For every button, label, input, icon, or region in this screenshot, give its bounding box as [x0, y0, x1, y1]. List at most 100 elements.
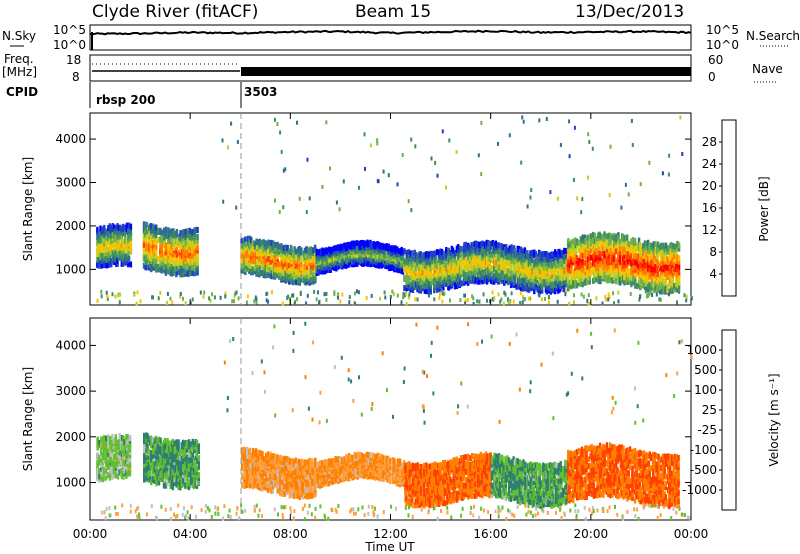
- colorbar-frame: [721, 119, 737, 297]
- range-cell: [236, 140, 239, 144]
- range-cell: [572, 278, 575, 285]
- range-cell: [649, 290, 652, 295]
- range-cell: [167, 257, 171, 263]
- range-cell: [513, 275, 516, 282]
- range-cell: [244, 236, 247, 243]
- range-cell: [506, 279, 510, 286]
- range-cell: [142, 232, 146, 239]
- range-cell: [447, 250, 450, 257]
- range-cell: [487, 240, 490, 247]
- range-cell: [568, 241, 571, 248]
- range-cell: [666, 256, 669, 263]
- range-cell: [193, 228, 197, 235]
- range-cell: [567, 243, 570, 250]
- range-cell: [666, 245, 669, 252]
- range-cell: [276, 245, 279, 252]
- range-cell: [553, 265, 556, 272]
- range-cell: [526, 260, 529, 267]
- range-cell: [276, 122, 279, 126]
- range-cell: [630, 263, 633, 270]
- range-cell: [560, 270, 564, 277]
- range-cell: [568, 154, 571, 159]
- range-cell: [164, 253, 168, 260]
- range-cell: [298, 266, 302, 273]
- range-cell: [397, 265, 401, 272]
- range-cell: [267, 299, 270, 304]
- range-cell: [609, 144, 612, 149]
- range-cell: [434, 262, 437, 269]
- range-cell: [455, 150, 458, 154]
- range-cell: [460, 251, 463, 258]
- range-cell: [457, 259, 460, 266]
- range-cell: [669, 251, 673, 258]
- range-cell: [125, 259, 129, 266]
- range-cell: [282, 245, 285, 252]
- range-cell: [595, 296, 598, 301]
- range-cell: [451, 256, 455, 263]
- range-cell: [478, 269, 481, 276]
- range-cell: [500, 264, 504, 271]
- range-cell: [179, 267, 182, 274]
- range-cell: [654, 271, 657, 278]
- range-cell: [389, 295, 392, 299]
- range-cell: [650, 266, 654, 273]
- range-cell: [526, 204, 529, 209]
- range-cell: [409, 250, 412, 257]
- range-cell: [630, 260, 633, 267]
- range-cell: [112, 443, 115, 450]
- range-cell: [127, 241, 131, 248]
- range-cell: [627, 279, 630, 285]
- range-cell: [409, 259, 412, 266]
- range-cell: [485, 268, 489, 275]
- range-cell: [181, 233, 184, 240]
- range-cell: [118, 300, 121, 305]
- range-cell: [414, 144, 417, 149]
- range-cell: [497, 272, 501, 279]
- range-cell: [414, 281, 418, 288]
- range-cell: [123, 460, 126, 467]
- range-cell: [425, 251, 428, 258]
- range-cell: [634, 282, 637, 289]
- range-cell: [472, 301, 475, 306]
- range-cell: [110, 231, 113, 238]
- range-cell: [325, 254, 328, 260]
- range-cell: [671, 250, 675, 257]
- range-cell: [527, 277, 531, 284]
- range-cell: [637, 237, 641, 244]
- range-cell: [294, 254, 298, 261]
- range-cell: [568, 260, 571, 267]
- range-cell: [521, 260, 524, 267]
- range-cell: [626, 234, 629, 241]
- range-cell: [533, 262, 536, 269]
- range-cell: [413, 282, 416, 289]
- range-cell: [300, 276, 303, 283]
- range-cell: [560, 267, 564, 274]
- range-cell: [264, 240, 267, 247]
- range-cell: [572, 177, 575, 182]
- range-cell: [533, 270, 536, 277]
- range-cell: [155, 256, 158, 263]
- range-cell: [460, 280, 463, 287]
- range-cell: [485, 239, 489, 246]
- range-cell: [648, 160, 651, 165]
- range-cell: [413, 273, 416, 280]
- range-cell: [526, 273, 529, 280]
- range-cell: [286, 273, 289, 280]
- range-cell: [650, 275, 654, 282]
- range-cell: [274, 117, 276, 122]
- range-cell: [529, 195, 532, 200]
- range-cell: [555, 251, 558, 258]
- range-cell: [317, 249, 320, 256]
- range-cell: [112, 459, 115, 466]
- range-cell: [470, 242, 473, 248]
- range-cell: [103, 255, 106, 262]
- range-cell: [167, 232, 171, 239]
- range-cell: [584, 265, 587, 272]
- range-cell: [250, 250, 253, 257]
- range-cell: [559, 268, 562, 275]
- range-cell: [262, 264, 265, 270]
- range-cell: [103, 262, 106, 268]
- range-cell: [346, 256, 349, 263]
- range-cell: [458, 245, 462, 252]
- freq-label-line2: [MHz]: [2, 65, 37, 79]
